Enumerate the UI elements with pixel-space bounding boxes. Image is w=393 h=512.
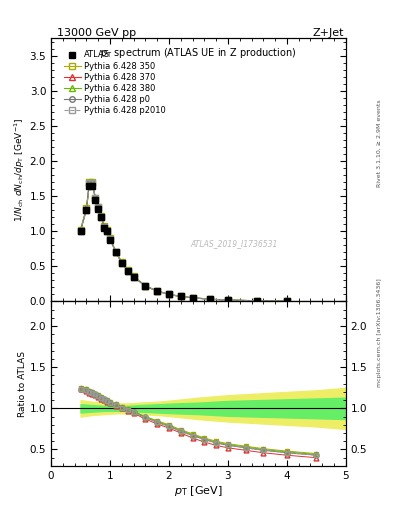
X-axis label: $p_\mathrm{T}$ [GeV]: $p_\mathrm{T}$ [GeV] <box>174 483 223 498</box>
Legend: ATLAS, Pythia 6.428 350, Pythia 6.428 370, Pythia 6.428 380, Pythia 6.428 p0, Py: ATLAS, Pythia 6.428 350, Pythia 6.428 37… <box>64 51 166 115</box>
Text: Rivet 3.1.10, ≥ 2.9M events: Rivet 3.1.10, ≥ 2.9M events <box>377 99 382 187</box>
Text: $p_\mathrm{T}$ spectrum (ATLAS UE in Z production): $p_\mathrm{T}$ spectrum (ATLAS UE in Z p… <box>100 46 297 60</box>
Text: Z+Jet: Z+Jet <box>312 28 344 38</box>
Y-axis label: Ratio to ATLAS: Ratio to ATLAS <box>18 351 27 417</box>
Text: 13000 GeV pp: 13000 GeV pp <box>57 28 136 38</box>
Y-axis label: $1/N_\mathrm{ch}\ dN_\mathrm{ch}/dp_\mathrm{T}\ [\mathrm{GeV}^{-1}]$: $1/N_\mathrm{ch}\ dN_\mathrm{ch}/dp_\mat… <box>13 118 27 222</box>
Text: mcplots.cern.ch [arXiv:1306.3436]: mcplots.cern.ch [arXiv:1306.3436] <box>377 279 382 387</box>
Text: ATLAS_2019_I1736531: ATLAS_2019_I1736531 <box>190 239 277 248</box>
